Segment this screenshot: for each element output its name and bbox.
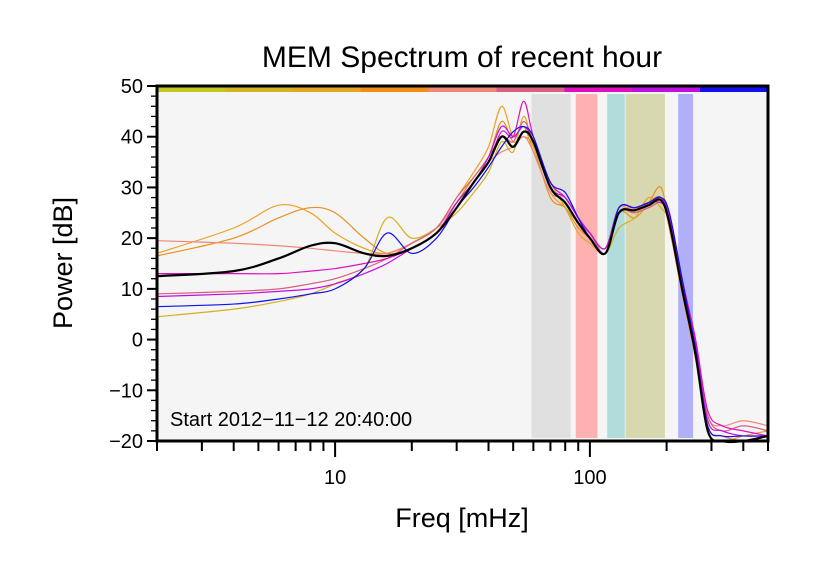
color-bar-segment-8 bbox=[700, 87, 769, 92]
y-tick-label: 40 bbox=[121, 127, 143, 149]
x-tick-label: 10 bbox=[324, 467, 346, 489]
color-bar-segment-3 bbox=[360, 87, 430, 92]
y-tick-label: 0 bbox=[132, 330, 143, 352]
y-tick-label: 30 bbox=[121, 177, 143, 199]
chart-title: MEM Spectrum of recent hour bbox=[262, 41, 662, 74]
color-bar-segment-4 bbox=[428, 87, 497, 92]
plot-frame bbox=[155, 84, 770, 443]
color-bar-segment-1 bbox=[224, 87, 294, 92]
plot-area bbox=[157, 86, 768, 441]
y-tick-label: 10 bbox=[121, 279, 143, 301]
color-bar-segment-2 bbox=[292, 87, 362, 92]
y-axis-title: Power [dB] bbox=[48, 197, 78, 329]
y-tick-label: 20 bbox=[121, 228, 143, 250]
x-tick-label: 100 bbox=[573, 467, 606, 489]
top-color-bar bbox=[157, 87, 769, 92]
band-3 bbox=[625, 94, 665, 438]
band-4 bbox=[678, 94, 694, 438]
y-tick-label: 50 bbox=[121, 76, 143, 98]
y-tick-label: −20 bbox=[109, 431, 143, 453]
series-line-7 bbox=[156, 125, 768, 438]
x-axis-title: Freq [mHz] bbox=[395, 503, 529, 533]
color-bar-segment-7 bbox=[632, 87, 701, 92]
series-lines bbox=[156, 100, 769, 444]
band-1 bbox=[575, 94, 598, 438]
color-bar-segment-6 bbox=[564, 87, 633, 92]
y-tick-label: −10 bbox=[109, 380, 143, 402]
band-2 bbox=[607, 94, 625, 438]
series-line-8 bbox=[156, 130, 769, 444]
frequency-bands bbox=[531, 94, 694, 438]
start-time-annotation: Start 2012−11−12 20:40:00 bbox=[170, 409, 412, 431]
color-bar-segment-0 bbox=[157, 87, 226, 92]
color-bar-segment-5 bbox=[496, 87, 565, 92]
